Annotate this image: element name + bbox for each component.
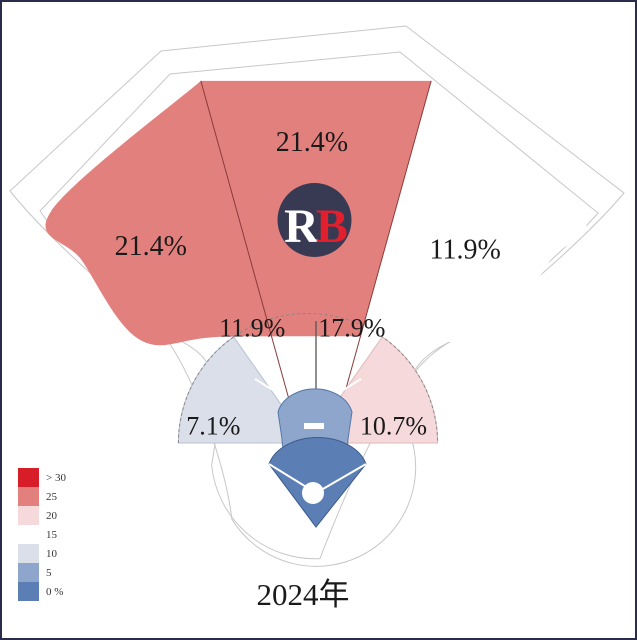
svg-text:7.1%: 7.1% <box>186 411 240 440</box>
svg-text:RB: RB <box>284 200 347 253</box>
svg-text:10: 10 <box>46 548 58 560</box>
svg-text:20: 20 <box>46 510 58 522</box>
svg-text:15: 15 <box>46 529 58 541</box>
svg-text:11.9%: 11.9% <box>430 235 501 266</box>
svg-text:5: 5 <box>46 567 52 579</box>
svg-text:> 30: > 30 <box>46 472 66 484</box>
svg-text:10.7%: 10.7% <box>360 411 427 440</box>
svg-text:2024年: 2024年 <box>257 577 350 612</box>
svg-text:0 %: 0 % <box>46 586 63 598</box>
svg-text:21.4%: 21.4% <box>276 127 348 158</box>
svg-text:17.9%: 17.9% <box>318 313 385 342</box>
svg-text:11.9%: 11.9% <box>219 313 285 342</box>
svg-text:25: 25 <box>46 491 58 503</box>
svg-text:21.4%: 21.4% <box>115 231 187 262</box>
